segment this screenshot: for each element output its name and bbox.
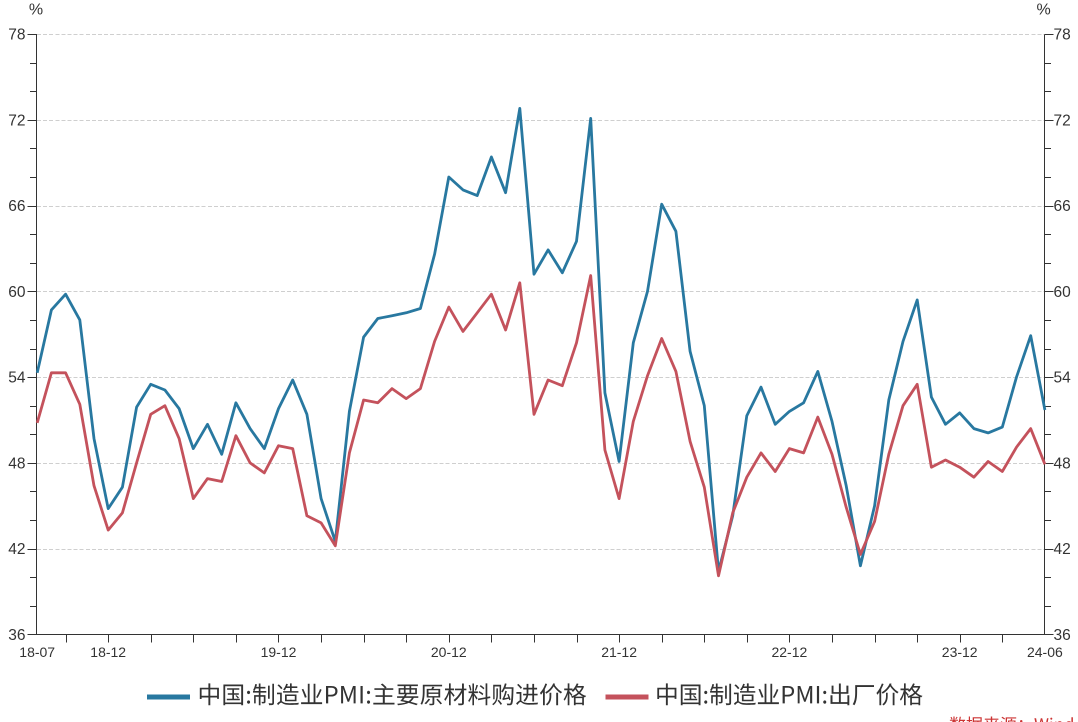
svg-text:72: 72: [8, 112, 25, 129]
svg-text:42: 42: [1054, 541, 1071, 558]
svg-text:36: 36: [1054, 627, 1071, 644]
svg-text:78: 78: [8, 27, 25, 44]
svg-text:19-12: 19-12: [261, 644, 297, 660]
svg-text:48: 48: [8, 455, 25, 472]
svg-text:%: %: [1036, 2, 1050, 19]
svg-text:48: 48: [1054, 455, 1071, 472]
svg-text:72: 72: [1054, 112, 1071, 129]
svg-text:66: 66: [8, 198, 25, 215]
svg-text:24-06: 24-06: [1027, 644, 1063, 660]
svg-text:18-12: 18-12: [90, 644, 126, 660]
svg-text:20-12: 20-12: [431, 644, 467, 660]
svg-text:60: 60: [1054, 284, 1072, 301]
svg-text:23-12: 23-12: [942, 644, 978, 660]
svg-text:21-12: 21-12: [601, 644, 637, 660]
svg-text:%: %: [29, 2, 43, 19]
svg-text:36: 36: [8, 627, 25, 644]
svg-text:18-07: 18-07: [19, 644, 55, 660]
svg-text:42: 42: [8, 541, 25, 558]
svg-text:54: 54: [1054, 370, 1072, 387]
svg-text:78: 78: [1054, 27, 1071, 44]
svg-text:60: 60: [8, 284, 26, 301]
svg-text:66: 66: [1054, 198, 1071, 215]
svg-text:54: 54: [8, 370, 26, 387]
svg-text:22-12: 22-12: [771, 644, 807, 660]
